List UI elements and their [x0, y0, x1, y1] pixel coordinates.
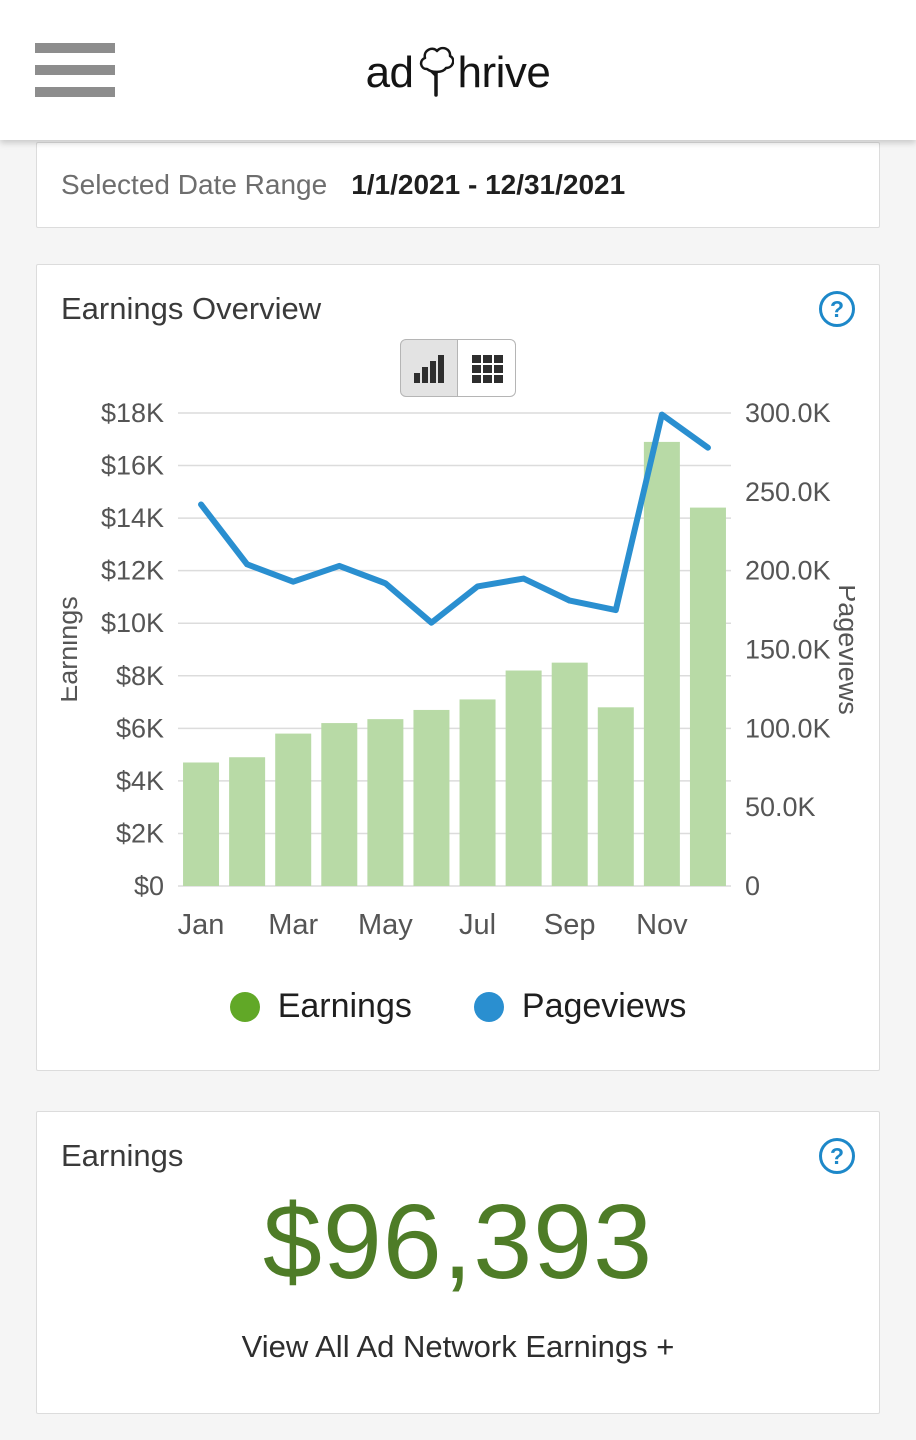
help-icon[interactable]: ?	[819, 291, 855, 327]
svg-text:150.0K: 150.0K	[745, 635, 831, 665]
earnings-card: Earnings ? $96,393 View All Ad Network E…	[36, 1111, 880, 1414]
earnings-overview-card: Earnings Overview ?	[36, 264, 880, 1071]
svg-text:50.0K: 50.0K	[745, 792, 816, 822]
table-view-button[interactable]	[458, 339, 516, 397]
svg-text:Pageviews: Pageviews	[833, 584, 855, 715]
svg-text:200.0K: 200.0K	[745, 556, 831, 586]
overview-title: Earnings Overview	[61, 291, 322, 326]
overview-card-header: Earnings Overview ?	[61, 291, 855, 327]
svg-text:Sep: Sep	[544, 909, 596, 941]
earnings-chart: $0 $2K $4K $6K $8K $10K $12K $14K $16K $18K 0 50.0K…	[61, 403, 855, 941]
adthrive-logo: ad hrive	[365, 45, 551, 97]
question-mark-glyph: ?	[829, 1142, 845, 1169]
earnings-legend-dot	[229, 991, 260, 1022]
pageviews-legend-label: Pageviews	[521, 987, 687, 1025]
bar-chart-icon	[414, 355, 444, 383]
logo-text-right: hrive	[457, 48, 551, 97]
bar-chart-view-button[interactable]	[400, 339, 458, 397]
table-grid-icon	[471, 355, 503, 383]
svg-text:$16K: $16K	[101, 451, 164, 481]
question-mark-glyph: ?	[829, 295, 845, 322]
hamburger-icon	[35, 43, 115, 97]
svg-text:$4K: $4K	[116, 766, 164, 796]
earnings-card-header: Earnings ?	[61, 1138, 855, 1174]
svg-text:Jul: Jul	[459, 909, 496, 941]
help-icon-earnings[interactable]: ?	[819, 1138, 855, 1174]
svg-text:$12K: $12K	[101, 556, 164, 586]
earnings-amount: $96,393	[262, 1183, 654, 1301]
svg-text:$0: $0	[134, 871, 164, 901]
svg-text:Mar: Mar	[268, 909, 318, 941]
pageviews-legend-dot	[473, 991, 504, 1022]
earnings-legend-label: Earnings	[277, 987, 412, 1025]
app-header: ad hrive	[0, 0, 916, 140]
tree-icon	[419, 46, 454, 97]
date-range-card: Selected Date Range 1/1/2021 - 12/31/202…	[36, 142, 880, 228]
svg-text:300.0K: 300.0K	[745, 403, 831, 428]
svg-text:Nov: Nov	[636, 909, 688, 941]
svg-text:250.0K: 250.0K	[745, 477, 831, 507]
earnings-title: Earnings	[61, 1138, 184, 1173]
legend-item-pageviews: Pageviews	[473, 987, 687, 1026]
svg-text:100.0K: 100.0K	[745, 713, 831, 743]
logo-text-left: ad	[365, 48, 414, 97]
svg-text:$14K: $14K	[101, 503, 164, 533]
date-range-value: 1/1/2021 - 12/31/2021	[351, 169, 626, 200]
chart-view-toggle	[61, 339, 855, 397]
svg-text:$8K: $8K	[116, 661, 164, 691]
menu-button[interactable]	[35, 43, 115, 97]
date-range-label: Selected Date Range	[61, 169, 328, 200]
view-all-earnings-link[interactable]: View All Ad Network Earnings +	[241, 1329, 675, 1364]
svg-text:0: 0	[745, 871, 760, 901]
svg-text:$6K: $6K	[116, 713, 164, 743]
svg-text:$18K: $18K	[101, 403, 164, 428]
svg-text:Jan: Jan	[178, 909, 225, 941]
svg-text:Earnings: Earnings	[61, 596, 83, 703]
svg-text:May: May	[358, 909, 413, 941]
legend-item-earnings: Earnings	[229, 987, 412, 1026]
chart-legend: Earnings Pageviews	[61, 987, 855, 1026]
svg-text:$2K: $2K	[116, 818, 164, 848]
svg-text:$10K: $10K	[101, 608, 164, 638]
